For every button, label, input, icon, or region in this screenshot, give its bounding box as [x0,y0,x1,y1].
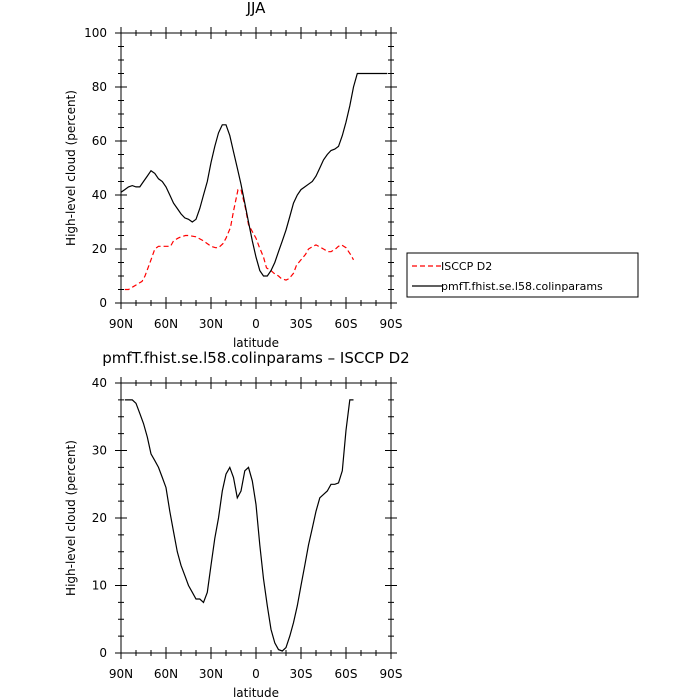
y-tick-label: 100 [84,26,107,40]
plot-frame [120,382,392,654]
x-tick-label: 0 [252,667,260,681]
top-y-axis-label: High-level cloud (percent) [64,90,78,246]
x-tick-label: 30S [290,317,313,331]
series-line-pmft-fhist-se-l58-colinparams [120,72,388,277]
x-tick-label: 60N [154,317,178,331]
x-tick-label: 30N [199,667,223,681]
series-line-difference [124,399,354,652]
y-tick-label: 20 [92,242,107,256]
top-chart-title: JJA [246,0,267,17]
y-tick-label: 30 [92,444,107,458]
top-panel: JJA High-level cloud (percent) latitude … [64,0,402,350]
x-tick-label: 60S [335,667,358,681]
x-tick-label: 30N [199,317,223,331]
y-tick-label: 60 [92,134,107,148]
plot-frame [120,32,392,304]
y-tick-label: 10 [92,579,107,593]
y-tick-label: 80 [92,80,107,94]
y-tick-label: 40 [92,188,107,202]
x-tick-label: 60N [154,667,178,681]
legend-box [406,252,639,298]
y-tick-label: 0 [99,296,107,310]
legend-label-isccp: ISCCP D2 [441,260,492,273]
x-tick-label: 90N [109,667,133,681]
y-tick-label: 0 [99,646,107,660]
y-tick-label: 20 [92,511,107,525]
bottom-panel: pmfT.fhist.se.l58.colinparams – ISCCP D2… [64,349,410,700]
y-tick-label: 40 [92,376,107,390]
x-tick-label: 0 [252,317,260,331]
bottom-chart-title: pmfT.fhist.se.l58.colinparams – ISCCP D2 [102,349,409,367]
x-tick-label: 90N [109,317,133,331]
series-line-isccp-d2 [124,189,355,291]
x-tick-label: 90S [380,667,403,681]
bottom-x-axis-label: latitude [233,686,279,700]
x-tick-label: 60S [335,317,358,331]
top-x-axis-label: latitude [233,336,279,350]
bottom-y-axis-label: High-level cloud (percent) [64,440,78,596]
legend-label-model: pmfT.fhist.se.l58.colinparams [441,280,603,293]
x-tick-label: 90S [380,317,403,331]
top-legend: ISCCP D2 pmfT.fhist.se.l58.colinparams [406,252,639,298]
x-tick-label: 30S [290,667,313,681]
